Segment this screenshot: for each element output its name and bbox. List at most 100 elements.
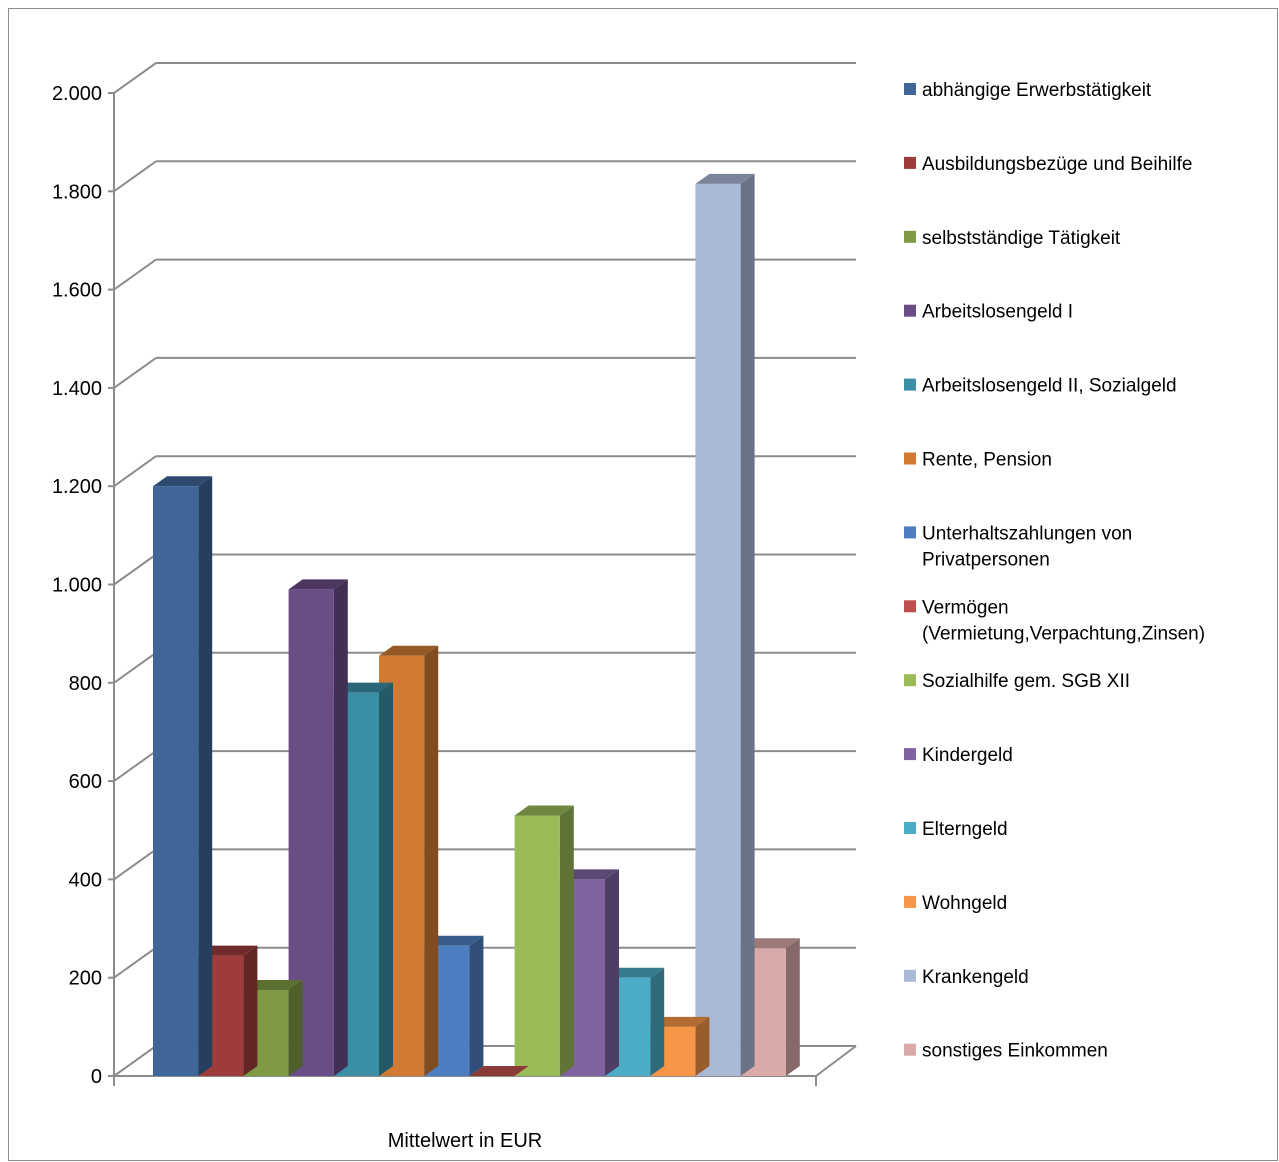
legend-label: Unterhaltszahlungen von [922,523,1132,544]
legend-swatch [904,452,916,465]
legend-item: Arbeitslosengeld I [904,302,1073,323]
legend-label: Kindergeld [922,745,1013,766]
legend-label: Krankengeld [922,967,1029,988]
bar-top [514,805,574,816]
side-gridline [113,160,157,193]
bar-front [153,486,199,1076]
y-tick-label: 1.200 [52,476,102,498]
bar-top [605,967,665,978]
bar-front [695,183,741,1077]
legend-label: Privatpersonen [922,549,1050,570]
bar [514,805,574,1076]
legend-swatch [904,600,916,613]
bar-side [650,967,665,1076]
side-gridline [113,553,157,586]
bar-top [469,1066,529,1076]
chart-frame: 0 200 400 600 800 1.000 1.200 1.400 1.600 1.800 2.… [8,8,1278,1161]
y-tick-label: 800 [69,673,102,695]
side-gridline [113,62,157,94]
legend-label: abhängige Erwerbstätigkeit [922,80,1152,101]
x-category-label: Mittelwert in EUR [388,1130,542,1152]
bar-top [153,476,213,487]
bar-top [740,938,800,949]
bar-top [333,682,393,693]
legend-swatch [904,304,916,317]
y-tick-label: 1.800 [52,181,102,203]
bar-top [695,173,755,184]
legend-item: selbstständige Tätigkeit [904,228,1121,249]
bar-front [514,815,560,1076]
legend-swatch [904,1043,916,1056]
legend-label: Arbeitslosengeld II, Sozialgeld [922,376,1177,397]
bar-top [424,935,484,946]
y-axis-ticks: 0 200 400 600 800 1.000 1.200 1.400 1.600 1.800 2.… [52,83,114,1088]
legend-item: Vermögen (Vermietung,Verpachtung,Zinsen) [904,597,1205,644]
bar-side [379,682,393,1076]
legend-swatch [904,895,916,908]
legend-item: Unterhaltszahlungen von Privatpersonen [904,523,1132,570]
bar-side [243,945,258,1076]
legend-label: Elterngeld [922,819,1008,840]
side-gridline [113,651,157,684]
bar [469,1066,529,1076]
y-tick-label: 600 [69,771,102,793]
legend: abhängige Erwerbstätigkeit Ausbildungsbez… [904,80,1205,1062]
side-gridline [113,750,157,782]
legend-item: sonstiges Einkommen [904,1041,1108,1062]
legend-item: abhängige Erwerbstätigkeit [904,80,1152,101]
side-gridline [113,357,157,389]
x-axis: Mittelwert in EUR [113,1076,817,1152]
bar-side [605,869,619,1076]
bar [695,173,755,1077]
bar-top [559,869,619,880]
bar [288,579,348,1076]
legend-label: Vermögen [922,597,1009,618]
side-gridline [113,455,157,488]
legend-label: Ausbildungsbezüge und Beihilfe [922,154,1192,175]
y-tick-label: 1.000 [52,575,102,597]
legend-swatch [904,378,916,391]
legend-swatch [904,156,916,169]
bar-side [785,938,800,1076]
bar-side [424,645,439,1076]
bar-side [695,1016,710,1076]
bar-side [333,579,348,1076]
legend-item: Rente, Pension [904,450,1052,471]
legend-item: Arbeitslosengeld II, Sozialgeld [904,376,1177,397]
floor-right-edge [815,1045,857,1077]
y-tick-label: 0 [91,1066,102,1088]
bar [153,476,213,1076]
legend-swatch [904,674,916,687]
legend-label: Arbeitslosengeld I [922,302,1073,323]
bar-top [650,1016,710,1027]
y-tick-label: 1.400 [52,378,102,400]
legend-label: Wohngeld [922,893,1007,914]
side-gridline [113,946,157,979]
legend-item: Krankengeld [904,967,1029,988]
legend-swatch [904,748,916,761]
bar-top [243,979,303,990]
bar-top [288,579,348,590]
legend-swatch [904,526,916,539]
side-gridline [113,258,157,291]
y-tick-label: 400 [69,869,102,891]
side-gridline [113,1045,157,1077]
bar-side [740,173,755,1077]
legend-label: selbstständige Tätigkeit [922,228,1121,249]
legend-swatch [904,230,916,243]
legend-item: Wohngeld [904,893,1007,914]
bar-side [469,935,484,1076]
legend-swatch [904,969,916,982]
legend-label: Sozialhilfe gem. SGB XII [922,671,1130,692]
bar-top [379,645,439,656]
bar-top [198,945,258,956]
bar-side [288,979,303,1076]
legend-swatch [904,822,916,834]
bar-side [559,805,574,1076]
legend-label: Rente, Pension [922,450,1052,471]
y-tick-label: 2.000 [52,83,102,105]
legend-item: Elterngeld [904,819,1008,840]
legend-item: Ausbildungsbezüge und Beihilfe [904,154,1192,175]
legend-item: Sozialhilfe gem. SGB XII [904,671,1130,692]
legend-swatch [904,83,916,95]
